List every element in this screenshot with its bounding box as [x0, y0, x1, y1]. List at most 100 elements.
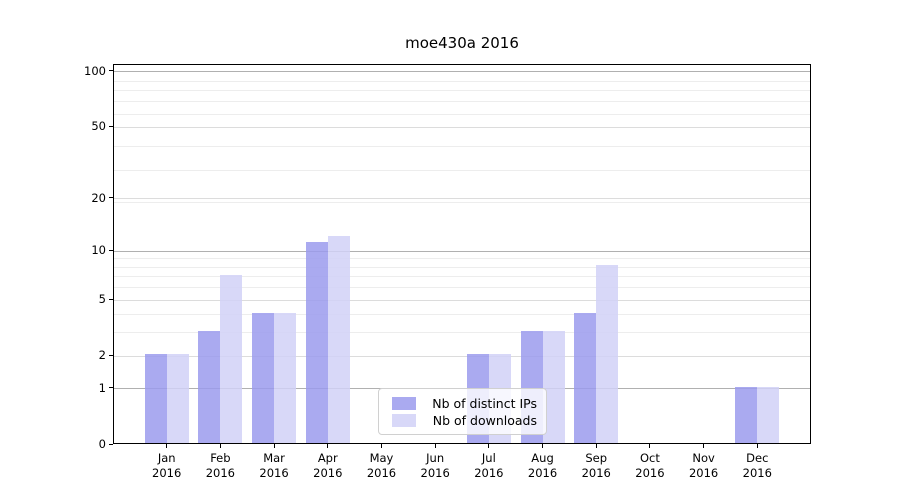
bar-downloads-mar — [274, 312, 297, 443]
y-tick-label-20: 20 — [91, 190, 106, 205]
bar-downloads-aug — [542, 330, 565, 443]
x-tick-label-oct: Oct 2016 — [618, 451, 682, 481]
gridline-3 — [114, 332, 810, 334]
gridline-2 — [114, 355, 810, 357]
gridline-5 — [114, 299, 810, 301]
x-tick-label-nov: Nov 2016 — [672, 451, 736, 481]
gridline-59 — [114, 113, 810, 115]
legend: Nb of distinct IPs Nb of downloads — [378, 388, 547, 435]
x-tick-month: Apr — [317, 451, 338, 465]
y-tick-label-1: 1 — [98, 380, 106, 395]
y-tick-mark-50 — [109, 125, 113, 127]
gridline-50 — [114, 126, 810, 128]
legend-label-downloads: Nb of downloads — [432, 412, 537, 428]
x-tick-month: Jun — [426, 451, 445, 465]
x-tick-mark-aug — [542, 444, 544, 448]
y-tick-label-10: 10 — [91, 243, 106, 258]
grid-layer — [114, 65, 810, 443]
x-tick-mark-jul — [488, 444, 490, 448]
y-tick-label-0: 0 — [98, 437, 106, 451]
x-tick-mark-feb — [219, 444, 221, 448]
x-tick-label-may: May 2016 — [349, 451, 413, 481]
x-tick-year: 2016 — [259, 466, 289, 480]
gridline-9 — [114, 258, 810, 260]
x-tick-month: Dec — [746, 451, 769, 465]
y-tick-mark-20 — [109, 197, 113, 199]
y-tick-mark-2 — [109, 354, 113, 356]
y-tick-mark-10 — [109, 249, 113, 251]
x-tick-year: 2016 — [313, 466, 343, 480]
bar-distinct-ips-mar — [252, 312, 275, 443]
x-tick-year: 2016 — [742, 466, 772, 480]
x-tick-mark-jan — [166, 444, 168, 448]
x-tick-label-feb: Feb 2016 — [188, 451, 252, 481]
x-tick-mark-mar — [273, 444, 275, 448]
chart-title: moe430a 2016 — [405, 34, 519, 52]
bar-downloads-jan — [166, 354, 189, 443]
bar-distinct-ips-apr — [305, 242, 328, 443]
y-tick-label-100: 100 — [84, 63, 106, 78]
x-tick-month: Oct — [639, 451, 660, 465]
y-tick-mark-0 — [109, 443, 113, 445]
legend-swatch-distinct-ips — [392, 396, 416, 410]
bar-distinct-ips-jan — [144, 354, 167, 443]
x-tick-mark-nov — [703, 444, 705, 448]
gridline-19 — [114, 202, 810, 204]
x-tick-month: May — [369, 451, 394, 465]
x-tick-label-dec: Dec 2016 — [725, 451, 789, 481]
x-tick-year: 2016 — [635, 466, 665, 480]
x-tick-mark-apr — [327, 444, 329, 448]
gridline-7 — [114, 276, 810, 278]
gridline-79 — [114, 90, 810, 92]
legend-label-distinct-ips: Nb of distinct IPs — [432, 395, 537, 411]
gridline-20 — [114, 198, 810, 200]
bar-downloads-sep — [596, 265, 619, 443]
gridline-8 — [114, 266, 810, 268]
x-tick-month: Jan — [157, 451, 176, 465]
gridline-100 — [114, 71, 810, 73]
x-tick-month: Feb — [210, 451, 231, 465]
x-tick-month: Mar — [263, 451, 285, 465]
x-tick-label-jul: Jul 2016 — [457, 451, 521, 481]
x-tick-month: Sep — [585, 451, 608, 465]
gridline-4 — [114, 314, 810, 316]
legend-swatch-downloads — [392, 413, 416, 427]
x-tick-year: 2016 — [688, 466, 719, 480]
x-tick-year: 2016 — [420, 466, 450, 480]
x-tick-label-aug: Aug 2016 — [511, 451, 575, 481]
gridline-10 — [114, 250, 810, 252]
x-tick-year: 2016 — [205, 466, 236, 480]
y-tick-label-50: 50 — [91, 119, 106, 134]
x-tick-year: 2016 — [527, 466, 558, 480]
y-tick-mark-1 — [109, 387, 113, 389]
y-tick-label-5: 5 — [98, 292, 106, 307]
bar-distinct-ips-feb — [198, 330, 221, 443]
x-tick-label-sep: Sep 2016 — [564, 451, 628, 481]
bar-downloads-feb — [220, 274, 243, 443]
y-tick-mark-100 — [109, 70, 113, 72]
x-tick-year: 2016 — [152, 466, 182, 480]
x-tick-mark-oct — [649, 444, 651, 448]
gridline-29 — [114, 169, 810, 171]
x-tick-mark-jun — [434, 444, 436, 448]
plot-area: Nb of distinct IPs Nb of downloads — [113, 64, 811, 444]
x-tick-year: 2016 — [581, 466, 611, 480]
bar-distinct-ips-dec — [735, 386, 758, 443]
x-tick-mark-dec — [756, 444, 758, 448]
y-tick-label-2: 2 — [98, 348, 106, 363]
x-tick-month: Nov — [692, 451, 715, 465]
x-tick-label-apr: Apr 2016 — [296, 451, 360, 481]
bar-downloads-apr — [327, 235, 350, 443]
gridline-69 — [114, 101, 810, 103]
legend-item-distinct-ips: Nb of distinct IPs — [392, 395, 537, 411]
x-tick-label-jan: Jan 2016 — [135, 451, 199, 481]
gridline-39 — [114, 146, 810, 148]
x-tick-label-jun: Jun 2016 — [403, 451, 467, 481]
x-tick-year: 2016 — [474, 466, 504, 480]
x-tick-month: Jul — [481, 451, 496, 465]
bar-downloads-dec — [757, 386, 780, 443]
bar-distinct-ips-sep — [574, 312, 597, 443]
